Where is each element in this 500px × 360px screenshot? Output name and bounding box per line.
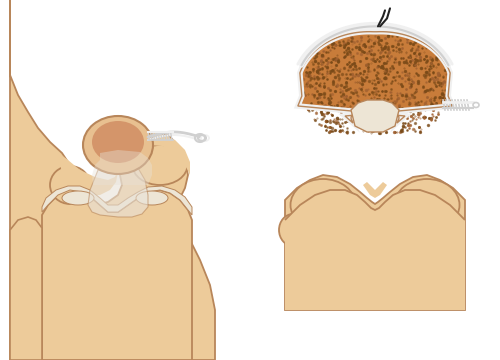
- Polygon shape: [351, 100, 399, 132]
- Polygon shape: [285, 190, 465, 310]
- Polygon shape: [42, 190, 192, 360]
- Polygon shape: [42, 186, 192, 215]
- Ellipse shape: [83, 116, 153, 174]
- Ellipse shape: [92, 121, 144, 163]
- Ellipse shape: [136, 191, 168, 205]
- Polygon shape: [88, 168, 148, 217]
- Polygon shape: [363, 182, 387, 198]
- Polygon shape: [55, 135, 190, 196]
- Ellipse shape: [394, 179, 460, 231]
- Ellipse shape: [132, 145, 188, 185]
- Ellipse shape: [50, 166, 90, 204]
- Polygon shape: [10, 0, 215, 360]
- Polygon shape: [92, 150, 152, 185]
- Polygon shape: [10, 217, 42, 360]
- Ellipse shape: [62, 191, 94, 205]
- Ellipse shape: [279, 214, 307, 246]
- Ellipse shape: [290, 179, 356, 231]
- Polygon shape: [285, 175, 465, 310]
- Polygon shape: [298, 32, 452, 123]
